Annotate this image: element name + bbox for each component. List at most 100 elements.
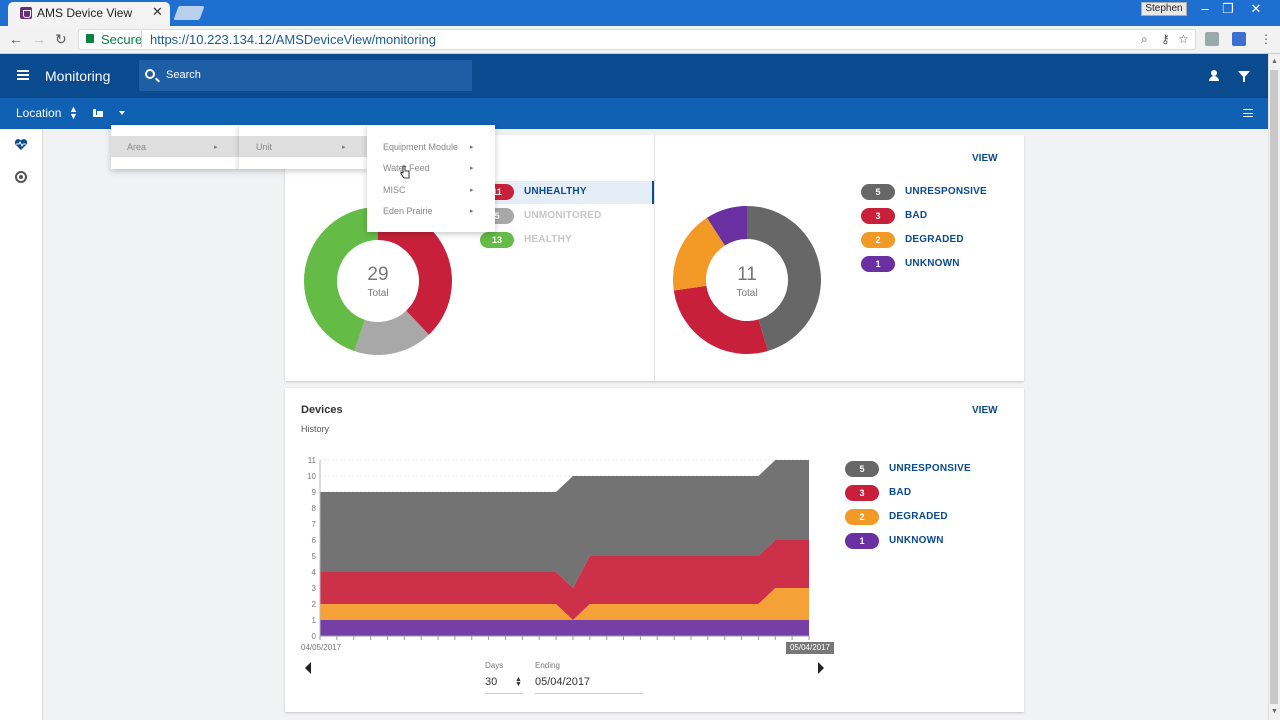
x-axis-end-date: 05/04/2017	[786, 642, 834, 654]
legend-item-bad[interactable]: BAD	[889, 487, 912, 498]
count-badge: 1	[845, 533, 879, 549]
donut-slice-unhealthy[interactable]	[378, 207, 452, 335]
back-icon[interactable]: ←	[9, 31, 23, 47]
devices-subtitle: History	[301, 424, 330, 434]
page-title: Monitoring	[45, 68, 111, 84]
scrollbar-thumb[interactable]	[1270, 70, 1278, 704]
ending-date-input[interactable]: 05/04/2017	[535, 676, 591, 688]
donut-slice-unresponsive[interactable]	[747, 206, 821, 352]
key-icon[interactable]: ⚷	[1161, 32, 1170, 46]
legend-item-degraded[interactable]: DEGRADED	[889, 511, 948, 522]
area-series-unresponsive[interactable]	[320, 460, 809, 588]
donut-slice-healthy[interactable]	[304, 207, 378, 352]
device-history-area-chart: 0 1 2 3 4 5 6 7 8 9 10 11	[307, 456, 810, 641]
previous-period-icon[interactable]	[305, 662, 311, 674]
tab-title: AMS Device View	[37, 6, 133, 20]
y-tick-label: 4	[312, 568, 317, 577]
chevron-right-icon: ▸	[342, 144, 346, 151]
card-divider	[654, 135, 655, 381]
url-text[interactable]: https://10.223.134.12/AMSDeviceView/moni…	[150, 32, 436, 47]
zoom-icon[interactable]: ⌕	[1141, 32, 1148, 46]
address-bar[interactable]	[78, 29, 1196, 50]
next-period-icon[interactable]	[818, 662, 824, 674]
menu-item-unit[interactable]	[239, 136, 367, 157]
reload-icon[interactable]: ↻	[55, 31, 67, 47]
area-series-unknown[interactable]	[320, 620, 809, 636]
donut-slice-unknown[interactable]	[706, 206, 747, 246]
tab-close-icon[interactable]: ✕	[152, 4, 163, 19]
device-status-donut-chart	[673, 206, 821, 354]
menu-item-label: Area	[127, 142, 147, 152]
menu-item-equipment-module[interactable]: Equipment Module	[383, 142, 459, 152]
location-stepper-icon[interactable]: ▲ ▼	[69, 104, 78, 121]
crosshair-icon[interactable]	[15, 171, 27, 183]
browser-profile-badge[interactable]: Stephen	[1141, 2, 1187, 16]
bookmark-star-icon[interactable]: ☆	[1178, 32, 1189, 46]
extension-icon[interactable]	[1205, 32, 1219, 46]
minimize-icon[interactable]: –	[1201, 1, 1209, 16]
devices-title: Devices	[301, 404, 343, 416]
y-tick-label: 8	[312, 504, 317, 513]
window-close-icon[interactable]: ✕	[1250, 1, 1262, 16]
count-badge: 3	[861, 208, 895, 224]
chevron-right-icon: ▸	[470, 186, 474, 194]
y-tick-label: 9	[312, 488, 317, 497]
donut-slice-bad[interactable]	[673, 285, 768, 354]
ending-underline	[535, 693, 643, 694]
extension-icon[interactable]	[1232, 32, 1246, 46]
y-tick-label: 6	[312, 536, 317, 545]
chevron-right-icon: ▸	[470, 144, 474, 151]
secure-label: Secure	[101, 32, 143, 47]
forward-icon[interactable]: →	[32, 31, 46, 47]
url-separator	[141, 31, 142, 47]
donut-total: 29	[367, 264, 389, 285]
days-select[interactable]: 30	[485, 676, 498, 688]
health-heart-icon[interactable]	[14, 138, 28, 151]
y-tick-label: 5	[312, 552, 317, 561]
scroll-down-icon[interactable]: ▼	[1271, 708, 1278, 715]
count-badge: 3	[845, 485, 879, 501]
donut-slice-unmonitored[interactable]	[354, 310, 429, 355]
settings-sliders-icon[interactable]	[1243, 109, 1253, 117]
chevron-down-icon[interactable]	[119, 111, 125, 115]
menu-item-eden-prairie[interactable]: Eden Prairie	[383, 205, 433, 216]
module-menu	[367, 125, 495, 232]
legend-item-unhealthy[interactable]: UNHEALTHY	[524, 186, 587, 197]
y-tick-label: 0	[312, 632, 317, 641]
legend-item-unknown[interactable]: UNKNOWN	[905, 258, 960, 269]
days-underline	[485, 693, 523, 694]
legend-item-healthy[interactable]: HEALTHY	[524, 234, 572, 245]
legend-item-unresponsive[interactable]: UNRESPONSIVE	[905, 186, 987, 197]
legend-item-unknown[interactable]: UNKNOWN	[889, 535, 944, 546]
x-axis-start-date: 04/05/2017	[301, 643, 342, 652]
legend-item-unmonitored[interactable]: UNMONITORED	[524, 210, 602, 221]
legend-item-degraded[interactable]: DEGRADED	[905, 234, 964, 245]
location-label[interactable]: Location	[16, 106, 62, 120]
donut-total-label: Total	[736, 288, 758, 299]
hamburger-menu-icon[interactable]	[17, 70, 29, 80]
filter-icon[interactable]	[1238, 71, 1250, 82]
legend-item-unresponsive[interactable]: UNRESPONSIVE	[889, 463, 971, 474]
search-input[interactable]	[139, 60, 472, 91]
browser-tab[interactable]	[8, 2, 170, 26]
legend-row-selected[interactable]	[480, 181, 654, 204]
plant-icon[interactable]	[93, 108, 103, 117]
new-tab-button[interactable]	[173, 6, 205, 20]
area-series-degraded[interactable]	[320, 588, 809, 620]
menu-item-area[interactable]	[111, 136, 239, 157]
search-placeholder: Search	[166, 69, 201, 81]
view-link[interactable]: VIEW	[972, 405, 998, 416]
browser-titlebar	[0, 0, 1280, 26]
donut-slice-degraded[interactable]	[673, 217, 725, 291]
menu-item-water-feed[interactable]: Water Feed	[383, 163, 430, 174]
user-icon[interactable]	[1208, 70, 1220, 82]
view-link[interactable]: VIEW	[972, 153, 998, 164]
donut-total-label: Total	[367, 288, 389, 299]
restore-icon[interactable]: ❐	[1222, 1, 1234, 16]
days-stepper-icon[interactable]: ▲ ▼	[515, 676, 522, 688]
scroll-up-icon[interactable]: ▲	[1271, 58, 1278, 65]
menu-item-misc[interactable]: MISC	[383, 184, 406, 195]
browser-menu-icon[interactable]: ⋮	[1260, 32, 1272, 46]
legend-item-bad[interactable]: BAD	[905, 210, 928, 221]
y-tick-label: 1	[312, 616, 317, 625]
